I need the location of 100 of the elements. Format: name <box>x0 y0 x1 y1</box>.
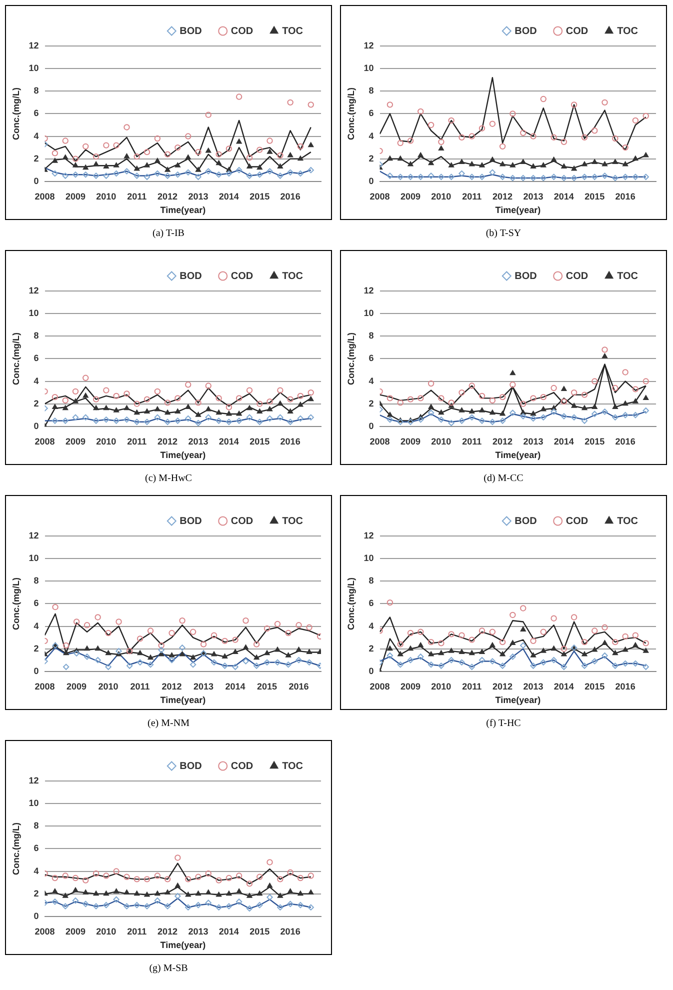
y-tick-label: 2 <box>34 643 39 654</box>
x-tick-label: 2009 <box>66 681 87 692</box>
x-tick-label: 2014 <box>218 191 239 202</box>
y-axis-title: Conc.(mg/L) <box>346 87 356 140</box>
y-tick-label: 12 <box>364 530 374 540</box>
x-tick-label: 2008 <box>34 681 55 692</box>
y-axis-title: Conc.(mg/L) <box>10 577 21 630</box>
y-tick-label: 0 <box>368 176 374 186</box>
y-tick-label: 2 <box>368 643 374 654</box>
y-tick-label: 12 <box>364 40 374 50</box>
y-tick-label: 0 <box>34 420 39 431</box>
x-tick-label: 2016 <box>280 926 300 936</box>
x-tick-label: 2011 <box>127 436 147 446</box>
legend-label: COD <box>566 516 588 527</box>
y-tick-label: 6 <box>34 598 39 608</box>
legend-label: BOD <box>514 270 537 282</box>
y-tick-label: 8 <box>34 820 39 831</box>
y-axis-title: Conc.(mg/L) <box>10 822 21 875</box>
y-tick-label: 6 <box>34 843 39 854</box>
x-tick-label: 2011 <box>127 191 147 202</box>
text: (c) M-HwC <box>144 473 193 484</box>
x-tick-label: 2010 <box>96 436 116 446</box>
x-tick-label: 2015 <box>584 191 605 202</box>
x-tick-label: 2014 <box>554 436 574 446</box>
y-tick-label: 10 <box>364 63 374 74</box>
y-tick-label: 10 <box>28 63 39 74</box>
x-tick-label: 2012 <box>492 436 513 446</box>
y-tick-label: 10 <box>364 553 374 564</box>
y-tick-label: 12 <box>28 40 39 50</box>
x-tick-label: 2016 <box>615 681 636 692</box>
x-tick-label: 2013 <box>188 436 208 446</box>
y-tick-label: 12 <box>28 530 39 540</box>
x-tick-label: 2012 <box>162 681 182 692</box>
y-tick-label: 6 <box>368 353 374 364</box>
y-tick-label: 8 <box>368 330 374 341</box>
x-tick-label: 2008 <box>370 191 390 202</box>
x-tick-label: 2015 <box>250 926 270 936</box>
y-tick-label: 0 <box>34 666 39 676</box>
legend-label: COD <box>230 270 254 282</box>
x-tick-label: 2013 <box>523 436 544 446</box>
x-axis-title: Time(year) <box>160 940 206 950</box>
x-tick-label: 2010 <box>98 681 118 692</box>
y-tick-label: 2 <box>368 398 374 408</box>
x-tick-label: 2011 <box>130 681 150 692</box>
y-tick-label: 4 <box>34 130 39 141</box>
x-tick-label: 2009 <box>400 436 421 446</box>
y-tick-label: 12 <box>28 775 39 786</box>
x-tick-label: 2011 <box>462 681 482 692</box>
y-tick-label: 4 <box>34 866 39 876</box>
text: (b) T-SY <box>484 228 522 239</box>
y-tick-label: 8 <box>34 330 39 341</box>
x-tick-label: 2015 <box>584 436 605 446</box>
legend-label: COD <box>566 270 588 282</box>
y-tick-label: 0 <box>34 910 39 921</box>
x-tick-label: 2010 <box>431 191 452 202</box>
y-tick-label: 4 <box>368 620 374 631</box>
y-tick-label: 6 <box>368 108 374 118</box>
y-tick-label: 0 <box>368 420 374 431</box>
legend-label: TOC <box>282 760 304 772</box>
y-tick-label: 2 <box>34 153 39 164</box>
legend-label: TOC <box>282 270 304 282</box>
legend-label: BOD <box>514 26 537 37</box>
x-tick-label: 2013 <box>188 926 208 936</box>
legend-label: COD <box>566 26 588 37</box>
y-tick-label: 10 <box>28 798 39 808</box>
x-tick-label: 2008 <box>34 436 55 446</box>
x-tick-label: 2015 <box>250 191 270 202</box>
x-tick-label: 2013 <box>523 681 544 692</box>
text: (g) M-SB <box>148 963 189 974</box>
x-axis-title: Time(year) <box>160 205 206 216</box>
y-tick-label: 8 <box>368 86 374 96</box>
text: (e) M-NM <box>146 718 190 729</box>
legend-label: BOD <box>514 516 537 527</box>
x-tick-label: 2010 <box>96 926 116 936</box>
x-tick-label: 2016 <box>288 681 309 692</box>
y-tick-label: 2 <box>368 153 374 164</box>
legend-label: TOC <box>617 270 638 282</box>
x-tick-label: 2011 <box>127 926 147 936</box>
y-axis-title: Conc.(mg/L) <box>10 332 21 385</box>
x-tick-label: 2012 <box>158 436 178 446</box>
legend-label: TOC <box>282 26 304 37</box>
y-tick-label: 0 <box>34 176 39 186</box>
y-tick-label: 10 <box>28 553 39 564</box>
x-tick-label: 2013 <box>194 681 214 692</box>
x-tick-label: 2012 <box>158 191 178 202</box>
x-tick-label: 2008 <box>370 681 390 692</box>
x-axis-title: Time(year) <box>495 450 541 460</box>
y-tick-label: 8 <box>34 86 39 96</box>
x-tick-label: 2011 <box>462 191 482 202</box>
x-tick-label: 2008 <box>34 191 55 202</box>
y-tick-label: 6 <box>34 108 39 118</box>
x-tick-label: 2011 <box>462 436 482 446</box>
x-tick-label: 2010 <box>96 191 116 202</box>
x-tick-label: 2016 <box>280 191 300 202</box>
x-tick-label: 2016 <box>280 436 300 446</box>
y-tick-label: 12 <box>28 285 39 296</box>
x-tick-label: 2015 <box>584 681 605 692</box>
x-tick-label: 2010 <box>431 681 452 692</box>
x-axis-title: Time(year) <box>160 450 206 460</box>
legend-label: BOD <box>180 760 202 772</box>
